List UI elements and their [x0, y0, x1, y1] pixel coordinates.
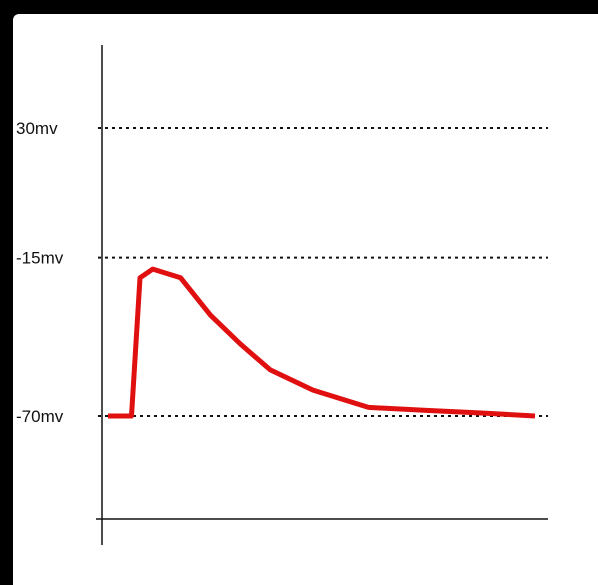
chart-panel	[13, 14, 598, 585]
series-layer	[108, 266, 536, 419]
reference-label: -15mv	[16, 249, 64, 268]
reference-lines	[98, 127, 548, 417]
reference-labels: 30mv -15mv -70mv	[16, 119, 64, 426]
series-line	[108, 266, 536, 419]
reference-label: -70mv	[16, 407, 64, 426]
reference-label: 30mv	[16, 119, 58, 138]
